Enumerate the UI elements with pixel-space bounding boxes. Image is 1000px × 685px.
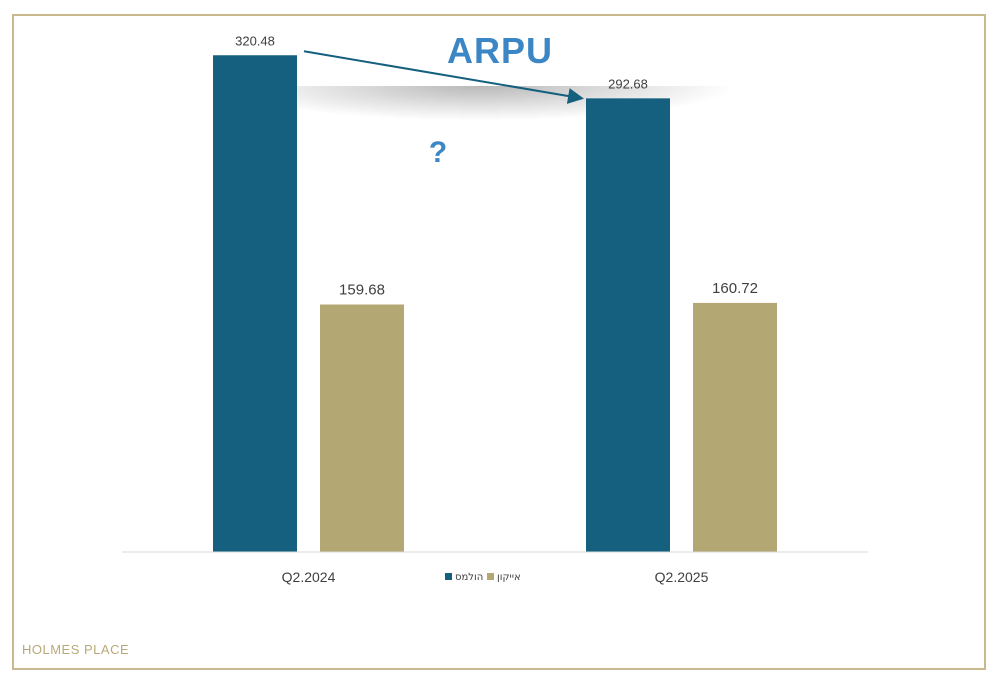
legend-label: הולמס: [455, 572, 483, 583]
bar-icon-1: [693, 302, 777, 552]
data-label: 160.72: [712, 280, 758, 297]
data-label: 159.68: [339, 281, 385, 298]
x-tick-label: Q2.2025: [655, 569, 709, 585]
trend-arrow: [303, 50, 584, 104]
slide-frame: [12, 14, 986, 670]
question-mark-annotation: ?: [429, 136, 447, 169]
legend-swatch: [487, 573, 494, 580]
bar-icon-0: [320, 304, 404, 552]
bar-holmes-0: [213, 55, 297, 552]
legend-label: אייקון: [497, 572, 521, 583]
brand-logo-text: HOLMES PLACE: [22, 642, 130, 657]
bar-holmes-1: [586, 98, 670, 552]
data-label: 320.48: [235, 33, 275, 48]
chart-title: ARPU: [446, 30, 553, 71]
x-tick-label: Q2.2024: [282, 569, 336, 585]
data-label: 292.68: [608, 76, 648, 91]
legend-swatch: [445, 573, 452, 580]
